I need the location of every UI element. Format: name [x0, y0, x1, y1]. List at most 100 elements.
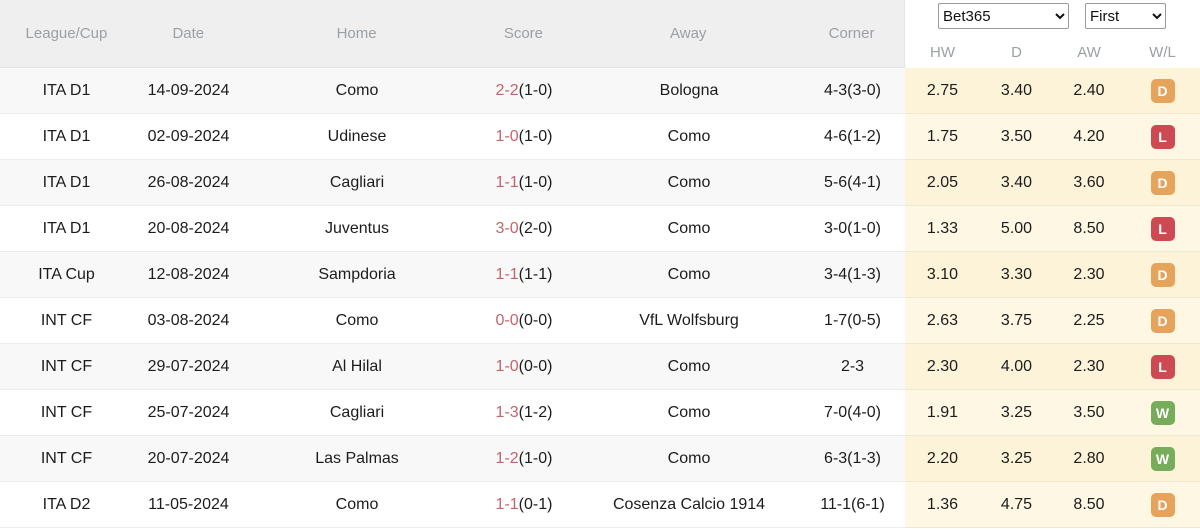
away-team-cell[interactable]: Como [667, 357, 711, 375]
result-cell: D [1125, 492, 1200, 517]
away-team-cell: Cosenza Calcio 1914 [612, 495, 766, 513]
bookmaker-select[interactable]: Bet365 [938, 3, 1069, 29]
away-team-cell[interactable]: Como [667, 173, 711, 191]
score-halftime: (0-0) [518, 357, 553, 375]
corner-cell: 4-6(1-2) [824, 127, 881, 145]
draw-odds-cell: 3.25 [1000, 403, 1033, 421]
score-cell: 1-1(1-1) [470, 266, 578, 284]
home-team-cell[interactable]: Como [335, 311, 379, 329]
date-cell: 14-09-2024 [147, 81, 230, 99]
row-odds-section: 1.36 4.75 8.50 D [905, 482, 1200, 528]
score-cell: 0-0(0-0) [470, 312, 578, 330]
result-badge: L [1150, 354, 1175, 379]
score-cell: 1-3(1-2) [470, 404, 578, 422]
away-win-odds-cell: 8.50 [1073, 219, 1105, 237]
draw-odds-cell: 3.30 [1000, 265, 1033, 283]
score-halftime: (0-1) [518, 495, 553, 513]
away-win-odds-cell: 4.20 [1073, 127, 1105, 145]
result-cell: D [1125, 308, 1200, 333]
corner-cell: 1-7(0-5) [824, 311, 881, 329]
home-team-cell[interactable]: Como [335, 495, 379, 513]
home-win-odds-cell: 2.20 [926, 449, 959, 467]
table-row: ITA D1 26-08-2024 Cagliari 1-1(1-0) Como… [0, 160, 1200, 206]
draw-odds-cell: 4.75 [1000, 495, 1033, 513]
row-odds-section: 1.75 3.50 4.20 L [905, 114, 1200, 160]
date-cell: 29-07-2024 [147, 357, 230, 375]
score-cell: 1-2(1-0) [470, 450, 578, 468]
home-win-odds-cell: 1.75 [926, 127, 959, 145]
draw-odds-cell: 3.40 [1000, 81, 1033, 99]
score-halftime: (0-0) [518, 311, 553, 329]
column-header-home: Home [336, 25, 377, 42]
league-cell: INT CF [40, 403, 93, 421]
date-cell: 02-09-2024 [147, 127, 230, 145]
odds-controls: Bet365 First [905, 0, 1200, 32]
corner-cell: 11-1(6-1) [820, 495, 885, 513]
away-win-odds-cell: 2.80 [1073, 449, 1105, 467]
result-cell: L [1125, 216, 1200, 241]
odds-column-headers: HW D AW W/L [905, 32, 1200, 68]
score-cell: 1-1(0-1) [470, 496, 578, 514]
score-halftime: (1-0) [518, 127, 553, 145]
row-left-section: ITA D2 11-05-2024 Como 1-1(0-1) Cosenza … [0, 482, 905, 528]
row-left-section: INT CF 25-07-2024 Cagliari 1-3(1-2) Como… [0, 390, 905, 436]
row-left-section: ITA D1 14-09-2024 Como 2-2(1-0) Bologna … [0, 68, 905, 114]
row-left-section: ITA D1 26-08-2024 Cagliari 1-1(1-0) Como… [0, 160, 905, 206]
result-badge: D [1150, 262, 1175, 287]
result-cell: W [1125, 446, 1200, 471]
column-header-hw: HW [930, 43, 955, 61]
score-fulltime: 3-0 [495, 219, 519, 237]
column-header-date: Date [172, 25, 205, 42]
away-team-cell[interactable]: Como [667, 265, 711, 283]
table-row: ITA D2 11-05-2024 Como 1-1(0-1) Cosenza … [0, 482, 1200, 528]
corner-cell: 4-3(3-0) [824, 81, 881, 99]
score-halftime: (1-1) [518, 265, 553, 283]
score-halftime: (1-2) [518, 403, 553, 421]
table-header-left: League/Cup Date Home Score Away Corner [0, 0, 905, 68]
date-cell: 20-08-2024 [147, 219, 230, 237]
league-cell: ITA D2 [42, 495, 91, 513]
row-left-section: INT CF 29-07-2024 Al Hilal 1-0(0-0) Como… [0, 344, 905, 390]
away-win-odds-cell: 2.25 [1073, 311, 1105, 329]
away-win-odds-cell: 3.50 [1073, 403, 1105, 421]
home-win-odds-cell: 2.75 [926, 81, 959, 99]
column-header-league: League/Cup [25, 25, 108, 42]
table-row: ITA Cup 12-08-2024 Sampdoria 1-1(1-1) Co… [0, 252, 1200, 298]
table-row: INT CF 03-08-2024 Como 0-0(0-0) VfL Wolf… [0, 298, 1200, 344]
row-left-section: INT CF 20-07-2024 Las Palmas 1-2(1-0) Co… [0, 436, 905, 482]
away-team-cell[interactable]: Como [667, 403, 711, 421]
draw-odds-cell: 3.25 [1000, 449, 1033, 467]
result-badge: D [1150, 492, 1175, 517]
period-select[interactable]: First [1085, 3, 1166, 29]
date-cell: 26-08-2024 [147, 173, 230, 191]
score-halftime: (1-0) [518, 449, 553, 467]
date-cell: 03-08-2024 [147, 311, 230, 329]
score-fulltime: 1-2 [495, 449, 519, 467]
result-cell: L [1125, 354, 1200, 379]
draw-odds-cell: 5.00 [1000, 219, 1033, 237]
row-odds-section: 1.91 3.25 3.50 W [905, 390, 1200, 436]
result-cell: D [1125, 262, 1200, 287]
score-halftime: (2-0) [518, 219, 553, 237]
score-cell: 3-0(2-0) [470, 220, 578, 238]
row-odds-section: 3.10 3.30 2.30 D [905, 252, 1200, 298]
score-fulltime: 0-0 [495, 311, 519, 329]
row-odds-section: 2.20 3.25 2.80 W [905, 436, 1200, 482]
score-cell: 1-0(0-0) [470, 358, 578, 376]
row-left-section: ITA D1 02-09-2024 Udinese 1-0(1-0) Como … [0, 114, 905, 160]
result-badge: D [1150, 170, 1175, 195]
score-fulltime: 1-0 [495, 357, 519, 375]
table-row: ITA D1 14-09-2024 Como 2-2(1-0) Bologna … [0, 68, 1200, 114]
row-left-section: INT CF 03-08-2024 Como 0-0(0-0) VfL Wolf… [0, 298, 905, 344]
away-team-cell[interactable]: Como [667, 127, 711, 145]
home-team-cell: Juventus [324, 219, 390, 237]
row-odds-section: 2.75 3.40 2.40 D [905, 68, 1200, 114]
corner-cell: 2-3 [840, 357, 865, 375]
result-cell: D [1125, 78, 1200, 103]
home-team-cell[interactable]: Como [335, 81, 379, 99]
score-fulltime: 1-1 [495, 173, 519, 191]
table-row: INT CF 25-07-2024 Cagliari 1-3(1-2) Como… [0, 390, 1200, 436]
away-team-cell[interactable]: Como [667, 449, 711, 467]
home-win-odds-cell: 2.30 [926, 357, 959, 375]
away-team-cell[interactable]: Como [667, 219, 711, 237]
